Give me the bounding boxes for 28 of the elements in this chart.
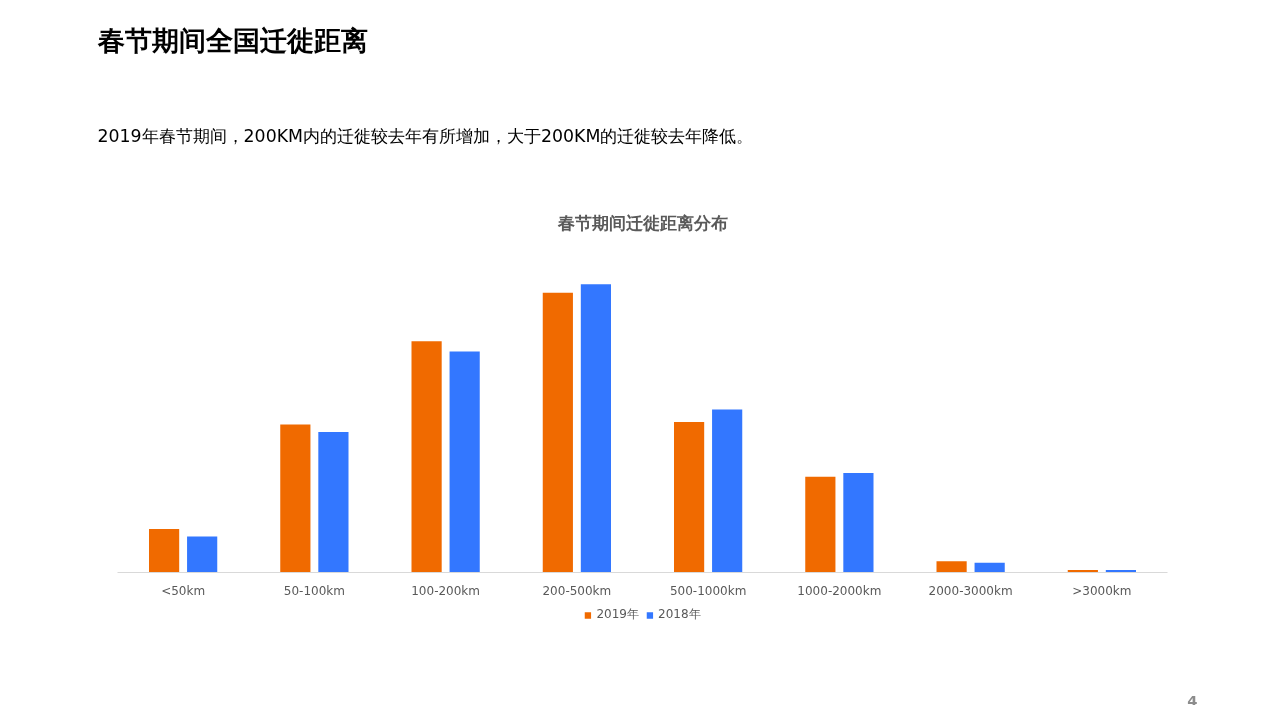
bar — [936, 561, 967, 573]
x-tick-label: 2000-3000km — [928, 583, 1013, 598]
bar — [449, 351, 480, 573]
bar — [580, 284, 611, 573]
chart-subtitle: 春节期间迁徙距离分布 — [556, 212, 728, 233]
x-tick-label: >3000km — [1072, 583, 1132, 598]
x-tick-label: 500-1000km — [669, 583, 747, 598]
bar — [712, 409, 743, 573]
bar — [674, 422, 705, 573]
bar — [187, 536, 218, 573]
legend-label: 2018年 — [658, 606, 701, 623]
x-tick-label: 100-200km — [411, 583, 481, 598]
bar — [318, 432, 349, 573]
bar — [542, 292, 573, 573]
bar — [280, 424, 311, 573]
bar — [411, 341, 442, 573]
text: 2019年春节期间，200KM内的迁徙较去年有所增加，大于200KM的迁徙较去年降低。 — [97, 125, 754, 146]
bar — [805, 476, 836, 573]
bar — [149, 528, 180, 573]
chart-title: 春节期间全国迁徙距离 — [96, 25, 368, 56]
bar — [843, 473, 874, 573]
x-tick-label: 1000-2000km — [797, 583, 882, 598]
x-tick-label: 50-100km — [283, 583, 345, 598]
x-tick-label: <50km — [161, 583, 206, 598]
bar — [974, 562, 1005, 573]
text: 4 — [1187, 691, 1198, 709]
x-tick-label: 200-500km — [542, 583, 612, 598]
legend-label: 2019年 — [596, 606, 639, 623]
